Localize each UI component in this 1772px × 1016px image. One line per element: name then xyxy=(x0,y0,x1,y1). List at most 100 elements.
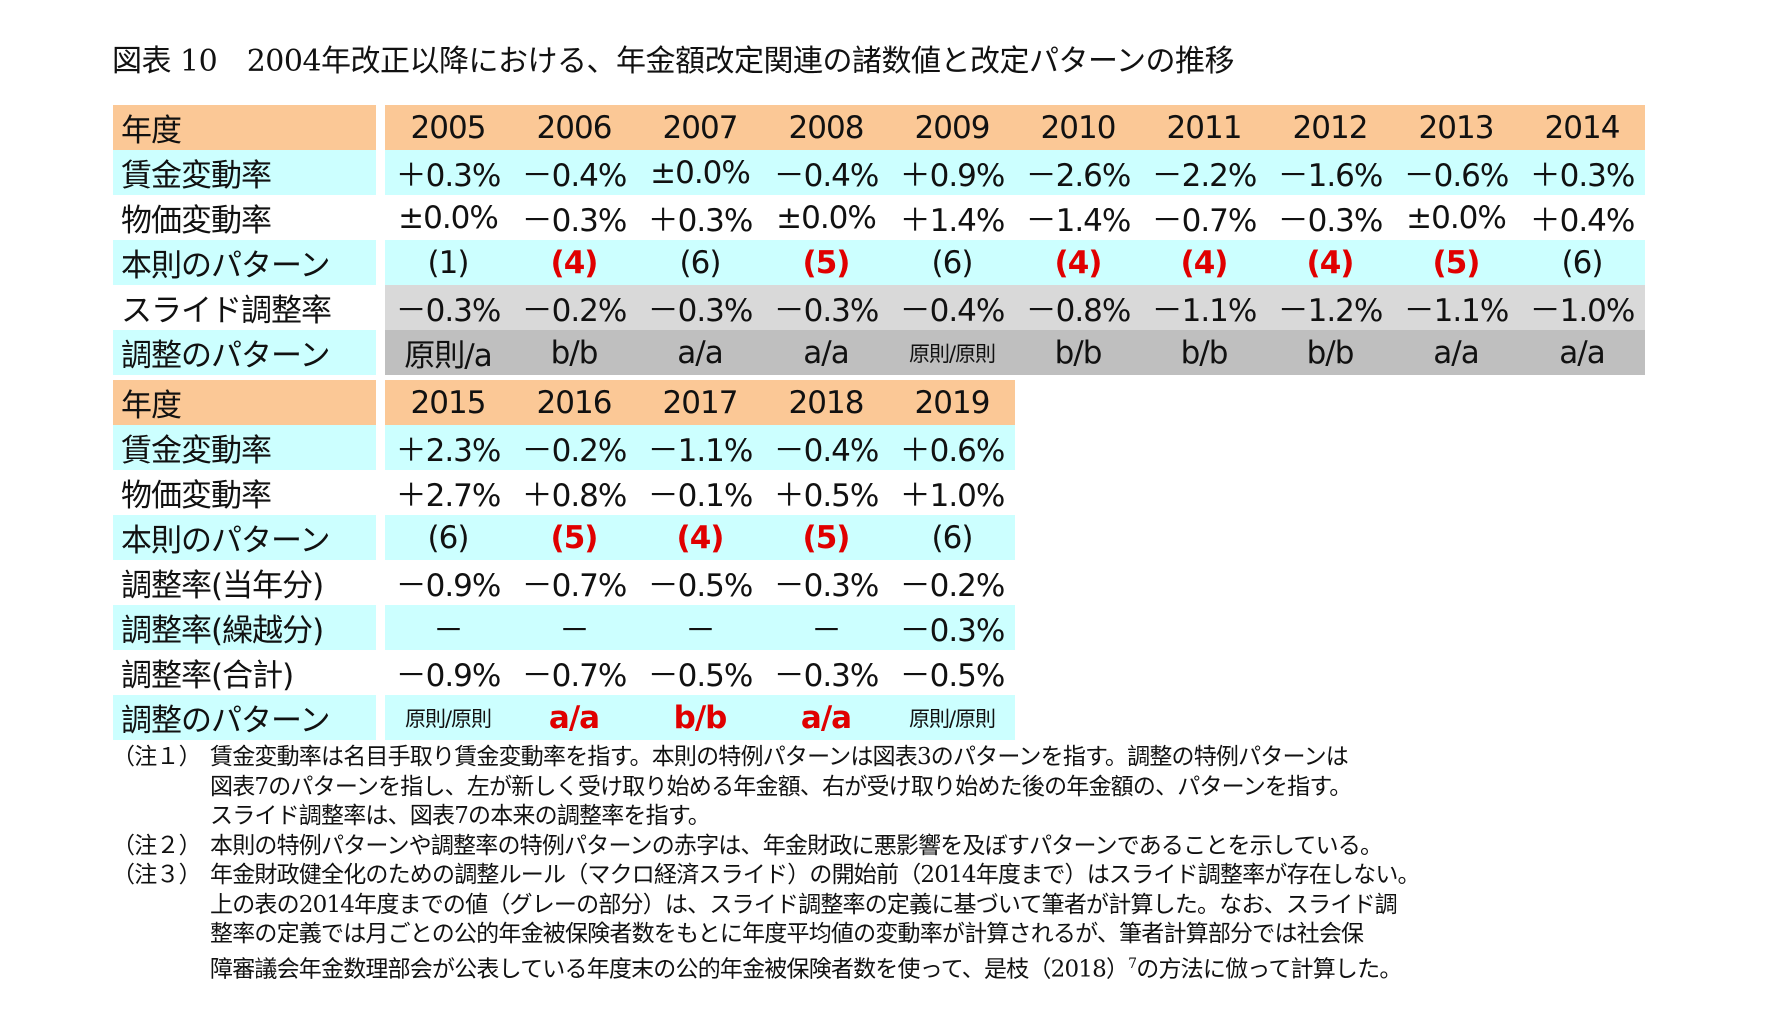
note-line: 本則の特例パターンや調整率の特例パターンの赤字は、年金財政に悪影響を及ぼすパター… xyxy=(210,832,1383,862)
data-cell: －0.4% xyxy=(763,150,889,195)
note-label: （注３） xyxy=(112,862,202,888)
row-label: 賃金変動率 xyxy=(113,425,385,470)
note-text: 上の表の2014年度までの値（グレーの部分）は、スライド調整率の定義に基づいて筆… xyxy=(210,891,1398,918)
table-row: 賃金変動率 ＋0.3% －0.4% ±0.0% －0.4% ＋0.9% －2.6% －2.2%… xyxy=(113,150,1645,195)
data-cell: －1.4% xyxy=(1015,195,1141,240)
data-cell: 原則/a xyxy=(385,330,511,375)
data-cell: －0.1% xyxy=(637,470,763,515)
data-cell: a/a xyxy=(637,330,763,375)
data-cell: －1.1% xyxy=(1141,285,1267,330)
data-cell: ＋2.3% xyxy=(385,425,511,470)
data-cell: －0.3% xyxy=(889,605,1015,650)
data-cell: ＋0.5% xyxy=(763,470,889,515)
data-cell: －0.7% xyxy=(1141,195,1267,240)
data-cell: (1) xyxy=(385,240,511,285)
data-cell: －0.9% xyxy=(385,560,511,605)
data-cell: －0.7% xyxy=(511,560,637,605)
table-row: 調整率(繰越分) －－－－－0.3% xyxy=(113,605,1015,650)
header-row: 年度 2005 2006 2007 2008 2009 2010 2011 2012 2013 20… xyxy=(113,105,1645,150)
row-label: 物価変動率 xyxy=(113,195,385,240)
data-cell: －0.3% xyxy=(637,285,763,330)
table-row: 調整のパターン 原則/a b/b a/a a/a 原則/原則 b/b b/b b/b a/a a/a xyxy=(113,330,1645,375)
year-cell: 2007 xyxy=(637,105,763,150)
table-row: スライド調整率 －0.3% －0.2% －0.3% －0.3% －0.4% －0.8% －1.… xyxy=(113,285,1645,330)
table-row: 本則のパターン (6) (5) (4) (5) (6) xyxy=(113,515,1015,560)
data-cell: －0.4% xyxy=(511,150,637,195)
data-cell: (4) xyxy=(637,515,763,560)
row-label: 物価変動率 xyxy=(113,470,385,515)
year-cell: 2019 xyxy=(889,380,1015,425)
data-cell: ＋2.7% xyxy=(385,470,511,515)
header-label: 年度 xyxy=(113,380,385,425)
row-label: 調整のパターン xyxy=(113,330,385,375)
notes: （注１） 賃金変動率は名目手取り賃金変動率を指す。本則の特例パターンは図表3のパタ… xyxy=(112,743,1421,985)
year-cell: 2011 xyxy=(1141,105,1267,150)
data-cell: (4) xyxy=(1015,240,1141,285)
year-cell: 2015 xyxy=(385,380,511,425)
data-cell: (4) xyxy=(511,240,637,285)
data-cell: 原則/原則 xyxy=(385,695,511,740)
data-cell: －0.8% xyxy=(1015,285,1141,330)
data-cell: － xyxy=(385,605,511,650)
data-cell: (5) xyxy=(763,240,889,285)
data-cell: －0.3% xyxy=(385,285,511,330)
footnote-ref: 7 xyxy=(1128,955,1137,972)
data-cell: (6) xyxy=(1519,240,1645,285)
note-text: 障審議会年金数理部会が公表している年度末の公的年金被保険者数を使って、是枝（20… xyxy=(210,956,1129,983)
data-cell: ＋0.3% xyxy=(637,195,763,240)
note-1: （注１） 賃金変動率は名目手取り賃金変動率を指す。本則の特例パターンは図表3のパタ… xyxy=(112,743,1420,832)
row-label: 調整のパターン xyxy=(113,695,385,740)
data-cell: (5) xyxy=(763,515,889,560)
data-cell: －0.5% xyxy=(889,650,1015,695)
note-label: （注２） xyxy=(112,832,202,859)
data-cell: 原則/原則 xyxy=(889,695,1015,740)
data-cell: －0.3% xyxy=(763,560,889,605)
data-cell: －1.0% xyxy=(1519,285,1645,330)
note-text: スライド調整率は、図表7の本来の調整率を指す。 xyxy=(210,803,711,829)
data-cell: ＋1.0% xyxy=(889,470,1015,515)
note-line: 賃金変動率は名目手取り賃金変動率を指す。本則の特例パターンは図表3のパターンを指… xyxy=(210,743,1351,773)
row-label: 調整率(当年分) xyxy=(113,560,385,605)
year-cell: 2017 xyxy=(637,380,763,425)
row-label: 本則のパターン xyxy=(113,240,385,285)
table-row: 本則のパターン (1) (4) (6) (5) (6) (4) (4) (4) (5) (6) xyxy=(113,240,1645,285)
year-cell: 2006 xyxy=(511,105,637,150)
data-cell: a/a xyxy=(1393,330,1519,375)
row-label: 賃金変動率 xyxy=(113,150,385,195)
row-label: 調整率(繰越分) xyxy=(113,605,385,650)
note-text: 本則の特例パターンや調整率の特例パターンの赤字は、年金財政に悪影響を及ぼすパター… xyxy=(210,832,1383,859)
data-cell: ＋0.6% xyxy=(889,425,1015,470)
data-cell: 原則/原則 xyxy=(889,330,1015,375)
data-cell: － xyxy=(763,605,889,650)
data-cell: a/a xyxy=(1519,330,1645,375)
note-line: 上の表の2014年度までの値（グレーの部分）は、スライド調整率の定義に基づいて筆… xyxy=(210,891,1420,921)
year-cell: 2013 xyxy=(1393,105,1519,150)
year-cell: 2018 xyxy=(763,380,889,425)
data-cell: b/b xyxy=(637,695,763,740)
year-cell: 2005 xyxy=(385,105,511,150)
data-cell: a/a xyxy=(763,330,889,375)
data-cell: (6) xyxy=(889,515,1015,560)
data-cell: －0.2% xyxy=(889,560,1015,605)
data-cell: －0.6% xyxy=(1393,150,1519,195)
data-cell: ＋0.4% xyxy=(1519,195,1645,240)
note-line: 障審議会年金数理部会が公表している年度末の公的年金被保険者数を使って、是枝（20… xyxy=(210,950,1420,985)
data-cell: －1.1% xyxy=(1393,285,1519,330)
note-2: （注２） 本則の特例パターンや調整率の特例パターンの赤字は、年金財政に悪影響を及ぼ… xyxy=(112,832,1420,862)
note-text: 年金財政健全化のための調整ルール（マクロ経済スライド）の開始前（2014年度まで… xyxy=(210,862,1421,888)
note-3: （注３） 年金財政健全化のための調整ルール（マクロ経済スライド）の開始前（2014… xyxy=(112,861,1421,985)
figure-title: 図表 10 2004年改正以降における、年金額改定関連の諸数値と改定パターンの推… xyxy=(112,44,1235,79)
data-cell: (6) xyxy=(385,515,511,560)
data-cell: －2.6% xyxy=(1015,150,1141,195)
note-text: 賃金変動率は名目手取り賃金変動率を指す。本則の特例パターンは図表3のパターンを指… xyxy=(210,744,1349,770)
data-cell: ±0.0% xyxy=(763,195,889,240)
note-body: 年金財政健全化のための調整ルール（マクロ経済スライド）の開始前（2014年度まで… xyxy=(210,861,1421,985)
data-cell: －0.4% xyxy=(889,285,1015,330)
data-cell: －0.2% xyxy=(511,425,637,470)
data-cell: (4) xyxy=(1141,240,1267,285)
data-cell: －0.5% xyxy=(637,650,763,695)
data-cell: －0.7% xyxy=(511,650,637,695)
data-cell: －0.5% xyxy=(637,560,763,605)
data-cell: a/a xyxy=(763,695,889,740)
table-2015-2019: 年度 2015 2016 2017 2018 2019 賃金変動率 ＋2.3% －0.2% －1.… xyxy=(113,380,1015,740)
